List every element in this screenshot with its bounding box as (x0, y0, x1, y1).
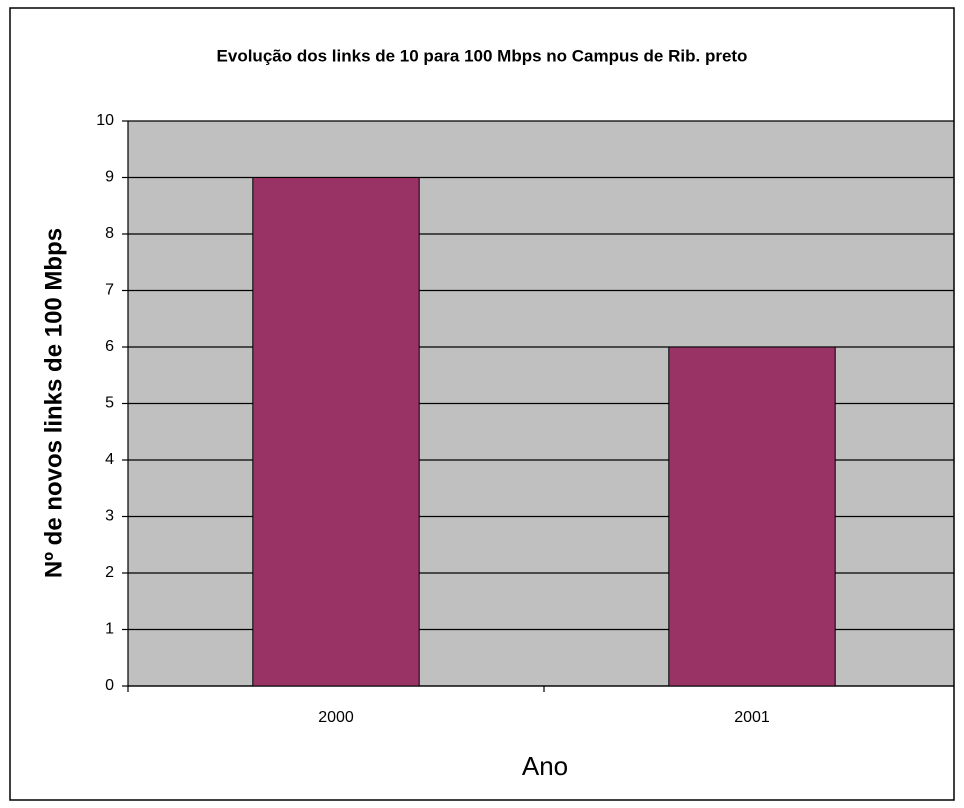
y-tick-label: 7 (105, 282, 114, 299)
x-tick-label: 2001 (734, 709, 770, 726)
chart-title: Evolução dos links de 10 para 100 Mbps n… (217, 46, 748, 65)
bar (252, 177, 420, 687)
y-tick-label: 10 (96, 112, 114, 129)
plot-layer: 0 1 2 3 4 5 6 7 8 9 10 2000 2001 (96, 112, 954, 726)
frame (9, 7, 955, 801)
y-tick-label: 0 (105, 677, 114, 694)
y-tick-label: 1 (105, 621, 114, 638)
y-tick-label: 3 (105, 508, 114, 525)
y-tick-label: 6 (105, 338, 114, 355)
y-tick-label: 8 (105, 225, 114, 242)
y-tick-label: 5 (105, 395, 114, 412)
y-axis-label: Nº de novos links de 100 Mbps (40, 228, 67, 578)
y-tick-label: 2 (105, 564, 114, 581)
x-axis-label: Ano (522, 751, 568, 781)
y-tick-label: 4 (105, 451, 114, 468)
y-tick-label: 9 (105, 169, 114, 186)
bar (668, 346, 836, 687)
x-tick-label: 2000 (318, 709, 354, 726)
